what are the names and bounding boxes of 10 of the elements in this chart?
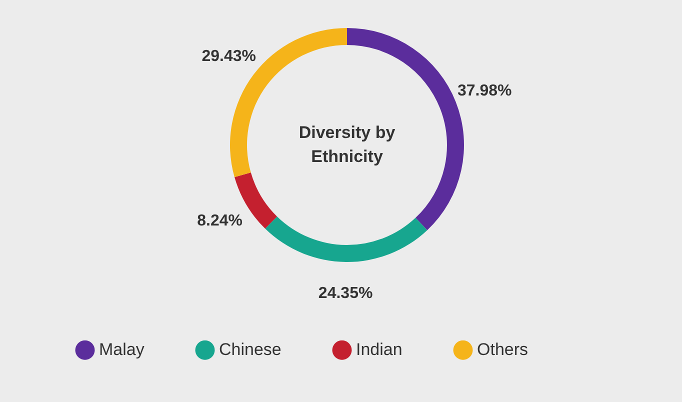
donut-slice — [265, 216, 428, 262]
data-label: 24.35% — [318, 284, 373, 302]
legend-label: Indian — [356, 340, 402, 360]
data-label: 29.43% — [202, 48, 256, 65]
data-label: 37.98% — [457, 82, 512, 100]
text: Diversity by Ethnicity — [298, 123, 396, 166]
legend-label: Chinese — [219, 340, 282, 360]
legend-label: Others — [477, 340, 528, 360]
data-label: 8.24% — [197, 212, 243, 230]
legend-label: Malay — [99, 340, 145, 360]
